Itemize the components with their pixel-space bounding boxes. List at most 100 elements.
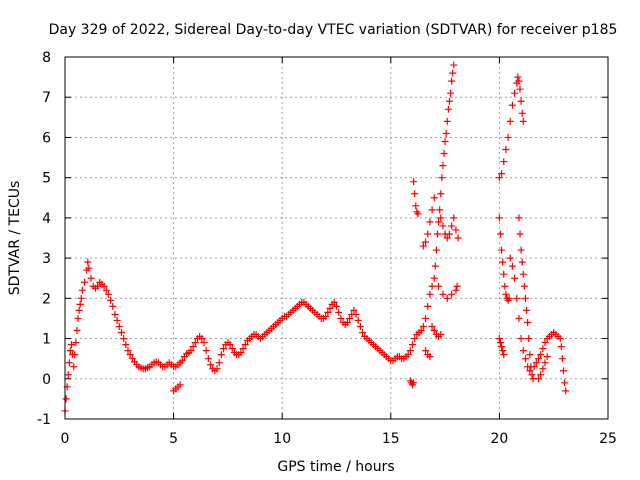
data-point — [410, 178, 418, 186]
x-tick-label: 25 — [599, 431, 617, 447]
data-point — [335, 308, 343, 316]
data-point — [215, 359, 223, 367]
data-point — [521, 355, 529, 363]
data-point — [524, 318, 532, 326]
data-point — [411, 190, 419, 198]
data-point — [520, 282, 528, 290]
data-point — [115, 322, 123, 330]
chart-title: Day 329 of 2022, Sidereal Day-to-day VTE… — [49, 22, 618, 38]
data-point — [359, 329, 367, 337]
data-point — [419, 242, 427, 250]
data-point — [404, 351, 412, 359]
data-point — [519, 347, 527, 355]
x-axis-label: GPS time / hours — [277, 459, 394, 475]
data-point — [526, 351, 534, 359]
data-point — [525, 335, 533, 343]
data-point — [537, 371, 545, 379]
data-point — [523, 306, 531, 314]
data-point — [406, 347, 414, 355]
data-point — [239, 345, 247, 353]
data-point — [107, 296, 115, 304]
data-point — [539, 345, 547, 353]
data-point — [453, 282, 461, 290]
data-point — [539, 365, 547, 373]
data-point — [433, 230, 441, 238]
data-point — [102, 286, 110, 294]
data-point — [437, 214, 445, 222]
data-point — [439, 290, 447, 298]
data-point — [498, 170, 506, 178]
data-point — [496, 339, 504, 347]
data-point — [237, 349, 245, 357]
data-point — [426, 290, 434, 298]
data-point — [126, 351, 134, 359]
data-point — [438, 174, 446, 182]
data-point — [226, 341, 234, 349]
x-tick-label: 10 — [273, 431, 291, 447]
y-tick-label: 7 — [42, 90, 51, 106]
data-point — [412, 202, 420, 210]
data-point — [441, 137, 449, 145]
data-point — [109, 302, 117, 310]
data-point — [66, 347, 74, 355]
data-point — [516, 230, 524, 238]
data-point — [77, 294, 85, 302]
y-tick-label: 8 — [42, 50, 51, 66]
data-point — [435, 218, 443, 226]
data-point — [94, 282, 102, 290]
data-point — [506, 254, 514, 262]
data-point — [528, 371, 536, 379]
data-point — [207, 361, 215, 369]
data-point — [454, 234, 462, 242]
data-point — [515, 214, 523, 222]
y-tick-label: 1 — [42, 332, 51, 348]
data-point — [424, 230, 432, 238]
data-point — [202, 347, 210, 355]
data-point — [516, 85, 524, 93]
data-point — [448, 222, 456, 230]
data-point — [496, 230, 504, 238]
data-point — [191, 339, 199, 347]
data-point — [440, 150, 448, 158]
data-point — [70, 363, 78, 371]
data-point — [495, 174, 503, 182]
y-tick-label: -1 — [37, 412, 51, 428]
data-point — [504, 133, 512, 141]
data-point — [430, 194, 438, 202]
plot-frame — [64, 56, 609, 420]
data-point — [431, 262, 439, 270]
data-point — [534, 375, 542, 383]
data-point — [524, 363, 532, 371]
data-point — [104, 290, 112, 298]
data-point — [410, 379, 418, 387]
data-point — [75, 306, 83, 314]
data-point — [333, 302, 340, 310]
data-point — [428, 282, 436, 290]
data-point — [543, 353, 551, 361]
data-point — [426, 218, 434, 226]
data-point — [422, 347, 430, 355]
data-point — [499, 258, 507, 266]
data-point — [189, 343, 197, 351]
data-point — [439, 222, 447, 230]
data-point — [445, 230, 453, 238]
data-point — [220, 345, 228, 353]
data-point — [515, 77, 523, 85]
data-point — [72, 339, 80, 347]
data-point — [562, 387, 570, 395]
data-point — [518, 258, 526, 266]
data-point — [532, 359, 540, 367]
data-point — [352, 310, 360, 318]
data-point — [122, 341, 130, 349]
data-point — [498, 343, 506, 351]
data-point — [517, 97, 525, 105]
data-point — [111, 310, 119, 318]
data-point — [176, 381, 184, 389]
data-point — [350, 306, 358, 314]
data-point — [322, 312, 330, 320]
data-point — [62, 395, 70, 403]
y-tick-label: 5 — [42, 171, 51, 187]
x-tick-label: 15 — [382, 431, 400, 447]
data-point — [76, 300, 84, 308]
